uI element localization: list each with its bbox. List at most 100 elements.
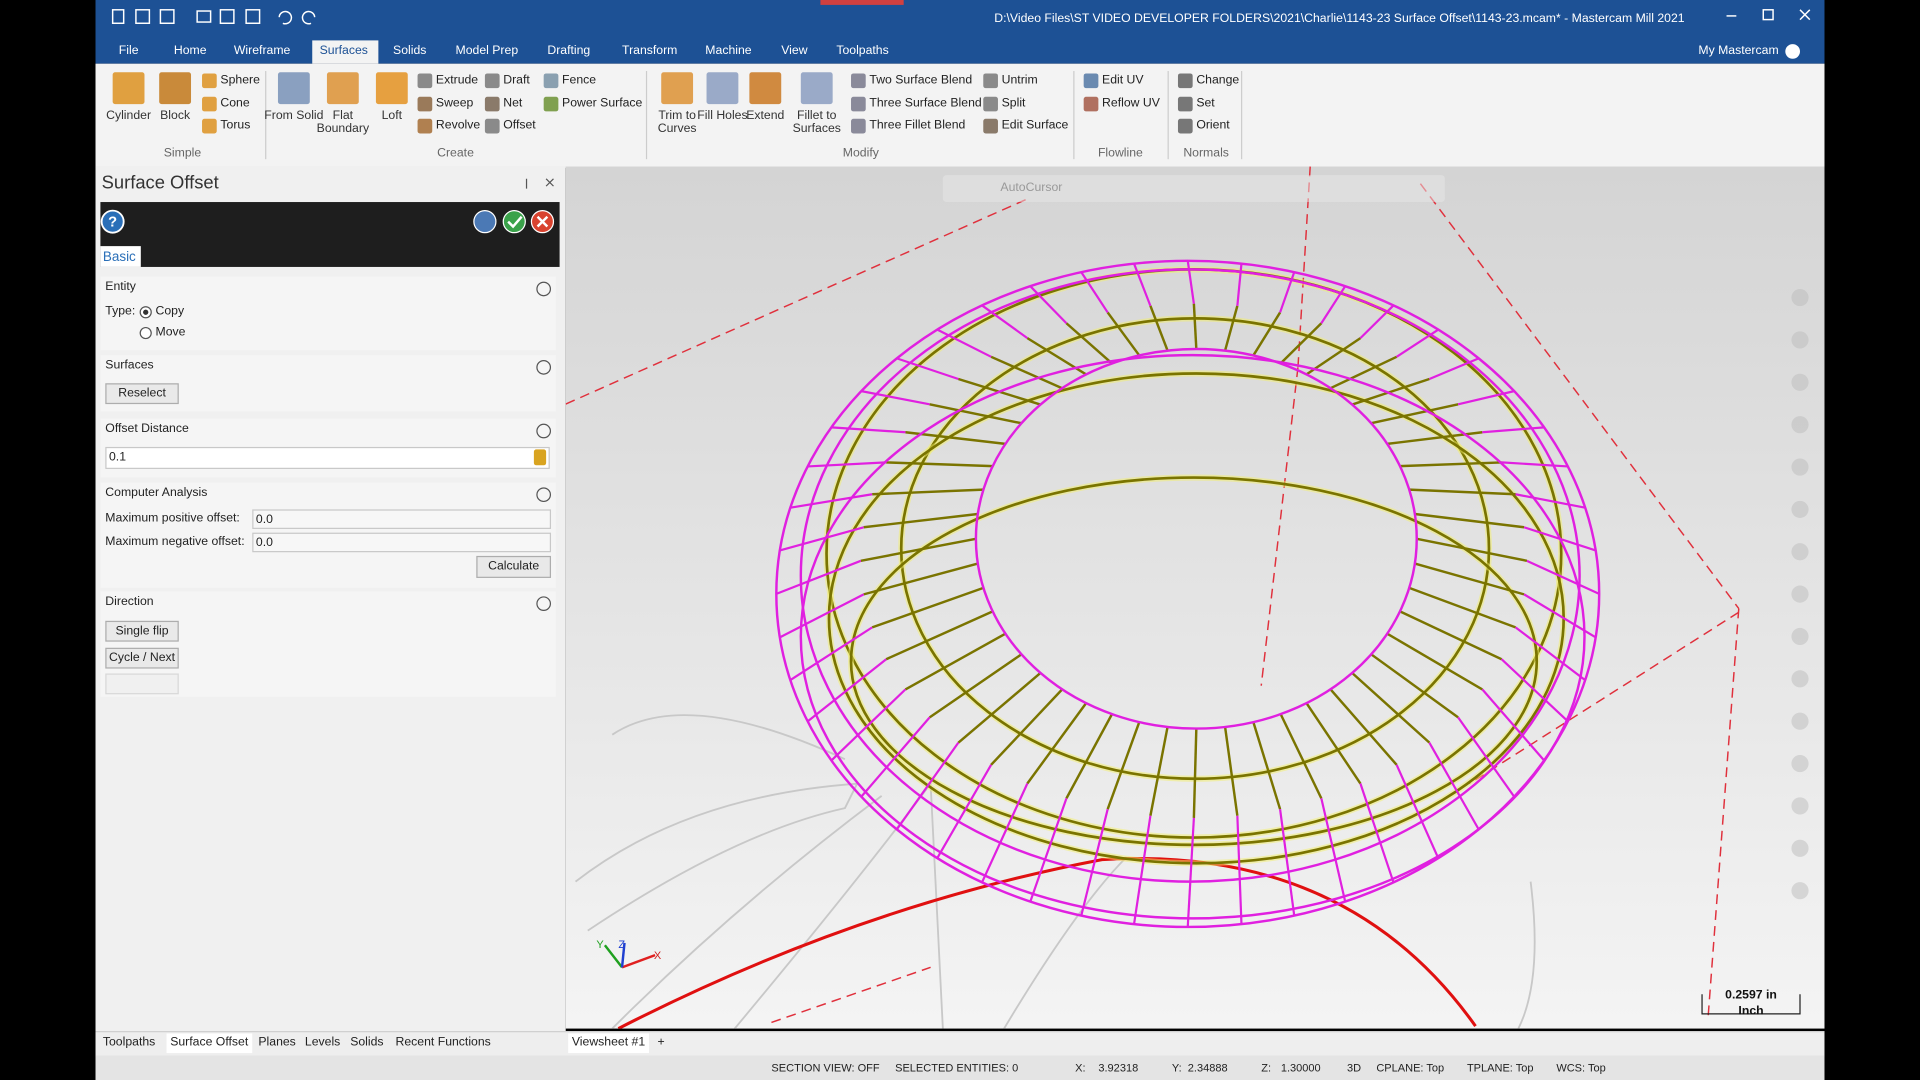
add-viewsheet[interactable]: + — [657, 1035, 665, 1050]
ribbon-button[interactable]: Extend — [746, 108, 785, 123]
viewsheet-tab[interactable]: Viewsheet #1 — [568, 1033, 649, 1054]
ribbon-button[interactable]: Block — [160, 108, 191, 123]
offset-isoline — [1252, 721, 1282, 810]
view-tool — [1791, 882, 1809, 900]
ribbon-button[interactable]: Change — [1196, 73, 1240, 87]
number-input[interactable]: 0.1 — [105, 446, 550, 469]
ribbon-button[interactable]: Split — [1001, 96, 1026, 111]
button[interactable]: Single flip — [105, 620, 179, 642]
status-item: TPLANE: Top — [1466, 1061, 1534, 1074]
view-tool — [1791, 331, 1809, 349]
ribbon-button[interactable]: Extrude — [435, 73, 479, 87]
ribbon-button[interactable]: Set — [1196, 96, 1215, 111]
radio-label[interactable]: Copy — [155, 304, 185, 319]
ribbon-button[interactable]: Edit UV — [1102, 73, 1144, 87]
ribbon-button[interactable]: Revolve — [435, 118, 481, 133]
apply-button[interactable] — [473, 210, 497, 234]
ribbon-button[interactable]: Cylinder — [106, 108, 152, 123]
ribbon-button[interactable]: Fence — [562, 73, 597, 87]
ribbon-tab[interactable]: File — [118, 44, 139, 58]
ribbon-tab[interactable]: View — [781, 44, 808, 58]
ribbon-tab[interactable]: Solids — [393, 44, 427, 58]
section-title: Entity — [105, 280, 136, 294]
radio[interactable] — [139, 306, 152, 319]
collapse-toggle[interactable] — [536, 281, 552, 297]
panel-tab[interactable]: Toolpaths — [102, 1035, 156, 1050]
ribbon-icon — [1083, 96, 1099, 112]
panel-pin-close[interactable] — [525, 178, 554, 189]
ribbon-button[interactable]: From Solid — [264, 108, 324, 123]
autocursor-bar[interactable] — [942, 175, 1445, 203]
ribbon-button[interactable]: Sweep — [435, 96, 474, 111]
ribbon-icon — [1083, 73, 1099, 89]
ribbon-button[interactable]: Draft — [503, 73, 530, 87]
quick-access — [111, 9, 316, 25]
button[interactable]: Cycle / Next — [105, 647, 179, 669]
panel-tab[interactable]: Surface Offset — [166, 1033, 252, 1054]
button[interactable]: Calculate — [476, 555, 552, 578]
panel-tab[interactable]: Recent Functions — [395, 1035, 491, 1050]
button[interactable]: Reselect — [105, 383, 179, 405]
surface-isoline — [1428, 742, 1480, 830]
ribbon-group-label: Modify — [842, 146, 879, 161]
ribbon-button[interactable]: Sphere — [220, 73, 260, 87]
view-tool — [1791, 416, 1809, 434]
ribbon-tab[interactable]: Home — [173, 44, 207, 58]
ribbon-button[interactable]: Reflow UV — [1102, 96, 1160, 111]
offset-isoline — [1351, 672, 1431, 744]
panel-help[interactable] — [100, 209, 125, 234]
ribbon-tab[interactable]: Wireframe — [233, 44, 291, 58]
offset-isoline — [1252, 311, 1282, 357]
panel-tab[interactable]: Planes — [258, 1035, 296, 1050]
ribbon-button[interactable]: Untrim — [1001, 73, 1038, 87]
collapse-toggle[interactable] — [536, 487, 552, 503]
ribbon-button[interactable]: Three Fillet Blend — [869, 118, 966, 133]
ribbon-button[interactable]: Edit Surface — [1001, 118, 1069, 133]
panel-tab[interactable]: Basic — [102, 249, 136, 265]
collapse-toggle[interactable] — [536, 423, 552, 439]
ribbon-button[interactable]: Cone — [220, 96, 250, 111]
collapse-toggle[interactable] — [536, 360, 552, 375]
ribbon-button[interactable]: Power Surface — [562, 96, 643, 111]
ribbon-icon — [851, 118, 866, 134]
surface-isoline — [860, 716, 931, 798]
account-link[interactable]: My Mastercam — [1698, 44, 1779, 58]
ribbon-button[interactable]: Trim to Curves — [657, 108, 697, 136]
autocursor-label[interactable]: AutoCursor — [1000, 181, 1063, 195]
radio[interactable] — [139, 326, 152, 340]
offset-isoline — [1416, 537, 1528, 563]
ribbon-icon — [375, 72, 408, 105]
panel-tab[interactable]: Solids — [350, 1035, 384, 1050]
ribbon-tab[interactable]: Drafting — [547, 44, 591, 58]
ribbon-tab[interactable]: Machine — [705, 44, 752, 58]
ribbon-button[interactable]: Orient — [1196, 118, 1230, 133]
ok-button[interactable] — [502, 210, 526, 234]
ribbon-tab[interactable]: Model Prep — [455, 44, 519, 58]
panel-tab[interactable]: Levels — [304, 1035, 341, 1050]
ribbon-button[interactable]: Fill Holes — [697, 108, 748, 123]
view-tool — [1791, 373, 1809, 391]
ribbon-button[interactable]: Two Surface Blend — [869, 73, 973, 87]
ribbon-icon — [983, 73, 998, 89]
ribbon-button[interactable]: Three Surface Blend — [869, 96, 982, 111]
surface-edge — [974, 347, 1418, 730]
ribbon-icon — [417, 96, 433, 112]
view-toolbar[interactable] — [1791, 288, 1809, 900]
ribbon-button[interactable]: Offset — [503, 118, 536, 133]
ribbon-button[interactable]: Fillet to Surfaces — [792, 108, 841, 136]
ribbon-button[interactable]: Net — [503, 96, 523, 111]
collapse-toggle[interactable] — [536, 596, 552, 612]
offset-isoline — [1386, 632, 1483, 691]
ribbon-button[interactable]: Flat Boundary — [316, 108, 370, 136]
surface-isoline — [1029, 285, 1068, 325]
ribbon-tab[interactable]: Surfaces — [319, 44, 368, 58]
ribbon-button[interactable]: Loft — [381, 108, 403, 123]
help-icon[interactable] — [1785, 44, 1800, 59]
ribbon-tab[interactable]: Transform — [622, 44, 678, 58]
ribbon-tab[interactable]: Toolpaths — [836, 44, 889, 58]
window-controls[interactable] — [1726, 9, 1811, 21]
basic-tab-bg[interactable] — [100, 246, 141, 267]
ribbon-button[interactable]: Torus — [220, 118, 251, 133]
radio-label[interactable]: Move — [155, 325, 186, 340]
